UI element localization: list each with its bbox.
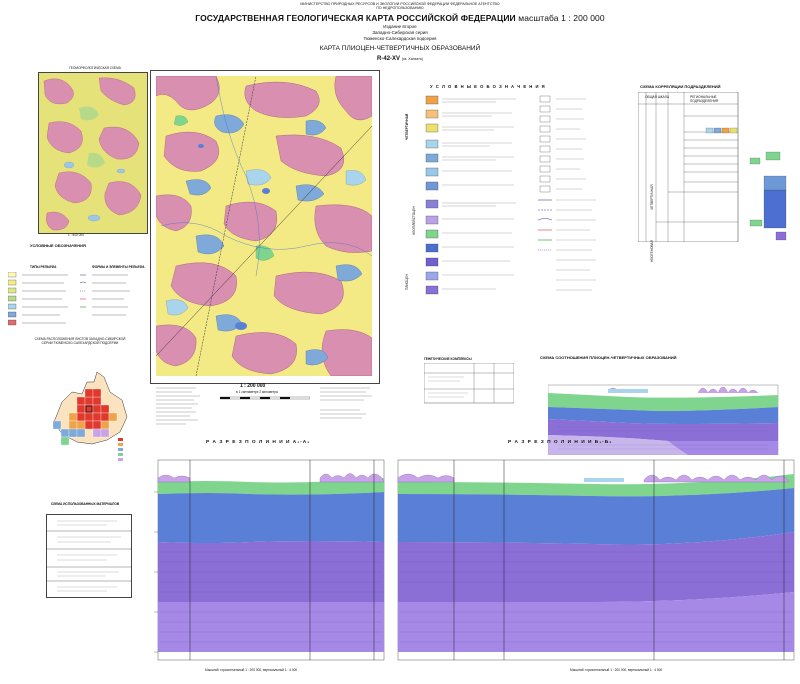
materials-inset-grid[interactable] bbox=[46, 514, 132, 598]
main-geological-map[interactable] bbox=[156, 76, 372, 376]
section-b-diagram[interactable] bbox=[394, 452, 800, 667]
map-main-title: ГОСУДАРСТВЕННАЯ ГЕОЛОГИЧЕСКАЯ КАРТА РОСС… bbox=[0, 13, 800, 23]
relations-diagram[interactable] bbox=[548, 365, 800, 455]
relations-title: СХЕМА СООТНОШЕНИЯ ПЛИОЦЕН-ЧЕТВЕРТИЧНЫХ О… bbox=[540, 355, 677, 360]
correlation-neogene: НЕОГЕНОВАЯ bbox=[650, 240, 654, 262]
sheet-id: R-42-XV (оз. Халхато) bbox=[0, 56, 800, 62]
main-map-frame bbox=[150, 70, 380, 384]
subseries-label: Тюменско-Салехардская подсерия bbox=[363, 36, 437, 41]
sheets-inset-map[interactable] bbox=[32, 352, 142, 462]
legend-col-quaternary: ЧЕТВЕРТИЧНАЯ bbox=[405, 113, 409, 140]
geomorph-inset-map[interactable] bbox=[38, 72, 148, 234]
legend-title: У С Л О В Н Ы Е О Б О З Н А Ч Е Н И Я bbox=[430, 84, 546, 89]
edition-label: Издание второе bbox=[383, 24, 417, 29]
geomorph-scale: 1 : 500 000 bbox=[68, 233, 84, 237]
correlation-title: СХЕМА КОРРЕЛЯЦИИ ПОДРАЗДЕЛЕНИЙ bbox=[640, 84, 721, 89]
section-b-title: Р А З Р Е З П О Л И Н И И Б₁-Б₂ bbox=[508, 440, 613, 445]
main-map-scale: 1 : 200 000 bbox=[240, 383, 266, 389]
correlation-col-general: ОБЩАЯ ШКАЛА bbox=[645, 95, 670, 99]
correlation-quaternary: ЧЕТВЕРТИЧНАЯ bbox=[650, 184, 654, 210]
relief-types-heading: ТИПЫ РЕЛЬЕФА bbox=[30, 265, 57, 269]
legend-col-neopleistocene: НЕОПЛЕЙСТОЦЕН bbox=[412, 206, 416, 235]
sheet-nomenclature: R-42-XV bbox=[377, 56, 401, 62]
legend-panel bbox=[396, 90, 606, 310]
section-a-scale: Масштаб: горизонтальный 1 : 200 000, вер… bbox=[205, 668, 298, 672]
legend-col-pliocene: ПЛИОЦЕН bbox=[405, 274, 409, 290]
credits-right bbox=[320, 386, 380, 421]
map-title: КАРТА ПЛИОЦЕН-ЧЕТВЕРТИЧНЫХ ОБРАЗОВАНИЙ bbox=[319, 45, 481, 52]
relief-forms-heading: ФОРМЫ И ЭЛЕМЕНТЫ РЕЛЬЕФА bbox=[92, 265, 145, 269]
main-title-scale: масштаба 1 : 200 000 bbox=[518, 13, 605, 23]
main-title-text: ГОСУДАРСТВЕННАЯ ГЕОЛОГИЧЕСКАЯ КАРТА РОСС… bbox=[195, 13, 516, 23]
ministry-header: МИНИСТЕРСТВО ПРИРОДНЫХ РЕСУРСОВ И ЭКОЛОГ… bbox=[300, 2, 500, 11]
main-map-scale-note: в 1 сантиметре 2 километра bbox=[236, 390, 278, 394]
section-a-diagram[interactable] bbox=[150, 452, 390, 667]
geomorph-inset-title: ГЕОМОРФОЛОГИЧЕСКАЯ СХЕМА bbox=[69, 66, 121, 70]
genesis-table bbox=[424, 363, 514, 408]
series-label: Западно-Сибирская серия bbox=[372, 30, 428, 35]
section-b-scale: Масштаб: горизонтальный 1 : 200 000, вер… bbox=[570, 668, 663, 672]
genesis-title: ГЕНЕТИЧЕСКИЕ КОМПЛЕКСЫ bbox=[424, 357, 472, 361]
geomorph-legend-title: УСЛОВНЫЕ ОБОЗНАЧЕНИЯ bbox=[30, 243, 86, 248]
materials-inset-title: СХЕМА ИСПОЛЬЗОВАННЫХ МАТЕРИАЛОВ bbox=[50, 502, 120, 506]
correlation-col-regional: РЕГИОНАЛЬНЫЕ ПОДРАЗДЕЛЕНИЯ bbox=[690, 95, 719, 103]
sheets-inset-title: СХЕМА РАСПОЛОЖЕНИЯ ЛИСТОВ ЗАПАДНО-СИБИРС… bbox=[34, 337, 126, 345]
section-a-title: Р А З Р Е З П О Л И Н И И А₁-А₂ bbox=[206, 440, 311, 445]
scale-bar bbox=[220, 396, 310, 400]
geomorph-legend-swatches bbox=[8, 272, 148, 332]
credits-left bbox=[156, 386, 216, 431]
sheet-note: (оз. Халхато) bbox=[401, 57, 423, 61]
correlation-table[interactable] bbox=[638, 92, 788, 242]
